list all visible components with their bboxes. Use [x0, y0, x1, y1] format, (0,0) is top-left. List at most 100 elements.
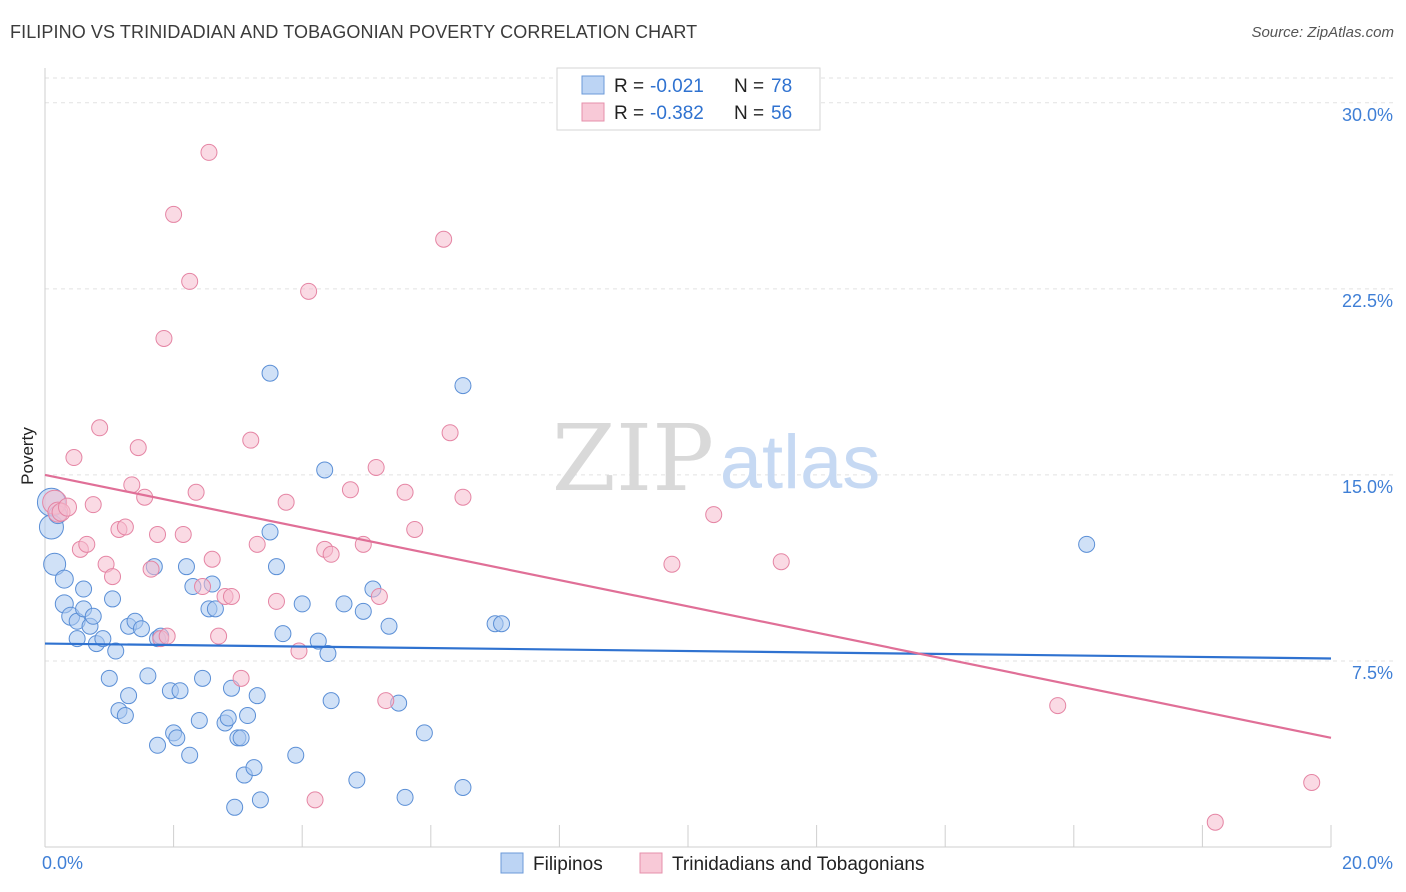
- legend-swatch-filipinos: [500, 852, 524, 874]
- point-1-20: [158, 627, 176, 645]
- point-1-25: [194, 578, 212, 596]
- point-0-37: [194, 669, 212, 687]
- stats-n-value-0: 78: [771, 76, 792, 97]
- point-0-16: [104, 590, 122, 608]
- point-0-68: [396, 788, 414, 806]
- point-1-50: [454, 488, 472, 506]
- stats-r-label-1: R =: [614, 103, 644, 124]
- point-0-20: [120, 687, 138, 705]
- point-0-36: [190, 711, 208, 729]
- point-1-46: [396, 483, 414, 501]
- point-1-49: [441, 424, 459, 442]
- stats-r-label-0: R =: [614, 76, 644, 97]
- stats-n-label-1: N =: [734, 103, 764, 124]
- point-1-8: [91, 419, 109, 437]
- point-0-4: [54, 569, 74, 589]
- point-1-3: [58, 497, 78, 517]
- stats-n-value-1: 56: [771, 103, 792, 124]
- point-1-44: [370, 587, 388, 605]
- stats-r-value-0: -0.021: [650, 76, 704, 97]
- legend-label-trinidadians: Trinidadians and Tobagonians: [672, 854, 924, 875]
- point-0-63: [348, 771, 366, 789]
- point-1-14: [129, 439, 147, 457]
- point-1-16: [142, 560, 160, 578]
- trend-line-1: [44, 473, 1332, 739]
- point-0-60: [319, 645, 337, 663]
- x-tick-label-0: 0.0%: [42, 853, 83, 873]
- series-trinidadians-points: [42, 143, 1321, 831]
- axes: [44, 68, 1332, 848]
- y-tick-label-3: 30.0%: [1342, 105, 1393, 125]
- point-0-2: [43, 552, 67, 576]
- point-1-37: [300, 282, 318, 300]
- point-0-57: [293, 595, 311, 613]
- point-0-69: [415, 724, 433, 742]
- point-0-58: [309, 632, 327, 650]
- point-0-12: [84, 607, 102, 625]
- grid-lines: [45, 77, 1393, 662]
- point-1-47: [406, 520, 424, 538]
- point-1-6: [78, 535, 96, 553]
- watermark-zip: ZIP: [552, 405, 714, 512]
- point-0-62: [335, 595, 353, 613]
- point-1-52: [705, 506, 723, 524]
- point-1-35: [277, 493, 295, 511]
- point-1-54: [1049, 697, 1067, 715]
- stats-n-label-0: N =: [734, 76, 764, 97]
- point-1-28: [210, 627, 228, 645]
- point-0-19: [116, 707, 134, 725]
- point-1-33: [248, 535, 266, 553]
- point-0-31: [168, 729, 186, 747]
- point-0-61: [322, 692, 340, 710]
- point-1-4: [65, 449, 83, 467]
- point-0-53: [261, 364, 279, 382]
- point-1-40: [322, 545, 340, 563]
- point-0-40: [206, 600, 224, 618]
- point-0-23: [132, 620, 150, 638]
- point-0-64: [354, 602, 372, 620]
- trend-line-0: [44, 642, 1332, 660]
- x-tick-labels: 0.0% 20.0%: [42, 853, 1393, 873]
- x-tick-label-1: 20.0%: [1342, 853, 1393, 873]
- point-1-23: [181, 272, 199, 290]
- point-1-12: [116, 518, 134, 536]
- stats-swatch-trinidadians: [581, 102, 605, 122]
- point-1-7: [84, 496, 102, 514]
- legend-label-filipinos: Filipinos: [533, 854, 603, 875]
- point-1-34: [267, 592, 285, 610]
- point-0-10: [75, 580, 93, 598]
- point-0-54: [267, 558, 285, 576]
- point-0-66: [380, 617, 398, 635]
- point-1-26: [200, 143, 218, 161]
- point-1-41: [341, 481, 359, 499]
- point-0-17: [107, 642, 125, 660]
- point-0-46: [232, 729, 250, 747]
- point-0-14: [94, 630, 112, 648]
- point-1-43: [367, 458, 385, 476]
- trend-lines: [44, 473, 1332, 739]
- point-1-22: [174, 525, 192, 543]
- point-0-24: [139, 667, 157, 685]
- y-tick-label-2: 22.5%: [1342, 291, 1393, 311]
- point-1-17: [149, 525, 167, 543]
- chart-title: FILIPINO VS TRINIDADIAN AND TOBAGONIAN P…: [10, 22, 698, 42]
- watermark: ZIP atlas: [552, 405, 880, 512]
- y-tick-labels: 7.5% 15.0% 22.5% 30.0%: [1342, 105, 1393, 683]
- y-tick-label-1: 15.0%: [1342, 477, 1393, 497]
- point-1-21: [165, 205, 183, 223]
- point-1-51: [663, 555, 681, 573]
- y-axis-label: Poverty: [18, 427, 37, 485]
- point-0-70: [454, 377, 472, 395]
- point-0-34: [181, 746, 199, 764]
- point-0-49: [245, 759, 263, 777]
- point-1-53: [772, 553, 790, 571]
- point-1-55: [1206, 813, 1224, 831]
- point-0-48: [239, 707, 257, 725]
- watermark-atlas: atlas: [720, 420, 881, 505]
- point-0-44: [226, 798, 244, 816]
- point-0-74: [1078, 535, 1096, 553]
- legend-swatch-trinidadians: [639, 852, 663, 874]
- point-0-71: [454, 778, 472, 796]
- point-0-33: [177, 558, 195, 576]
- point-1-32: [242, 431, 260, 449]
